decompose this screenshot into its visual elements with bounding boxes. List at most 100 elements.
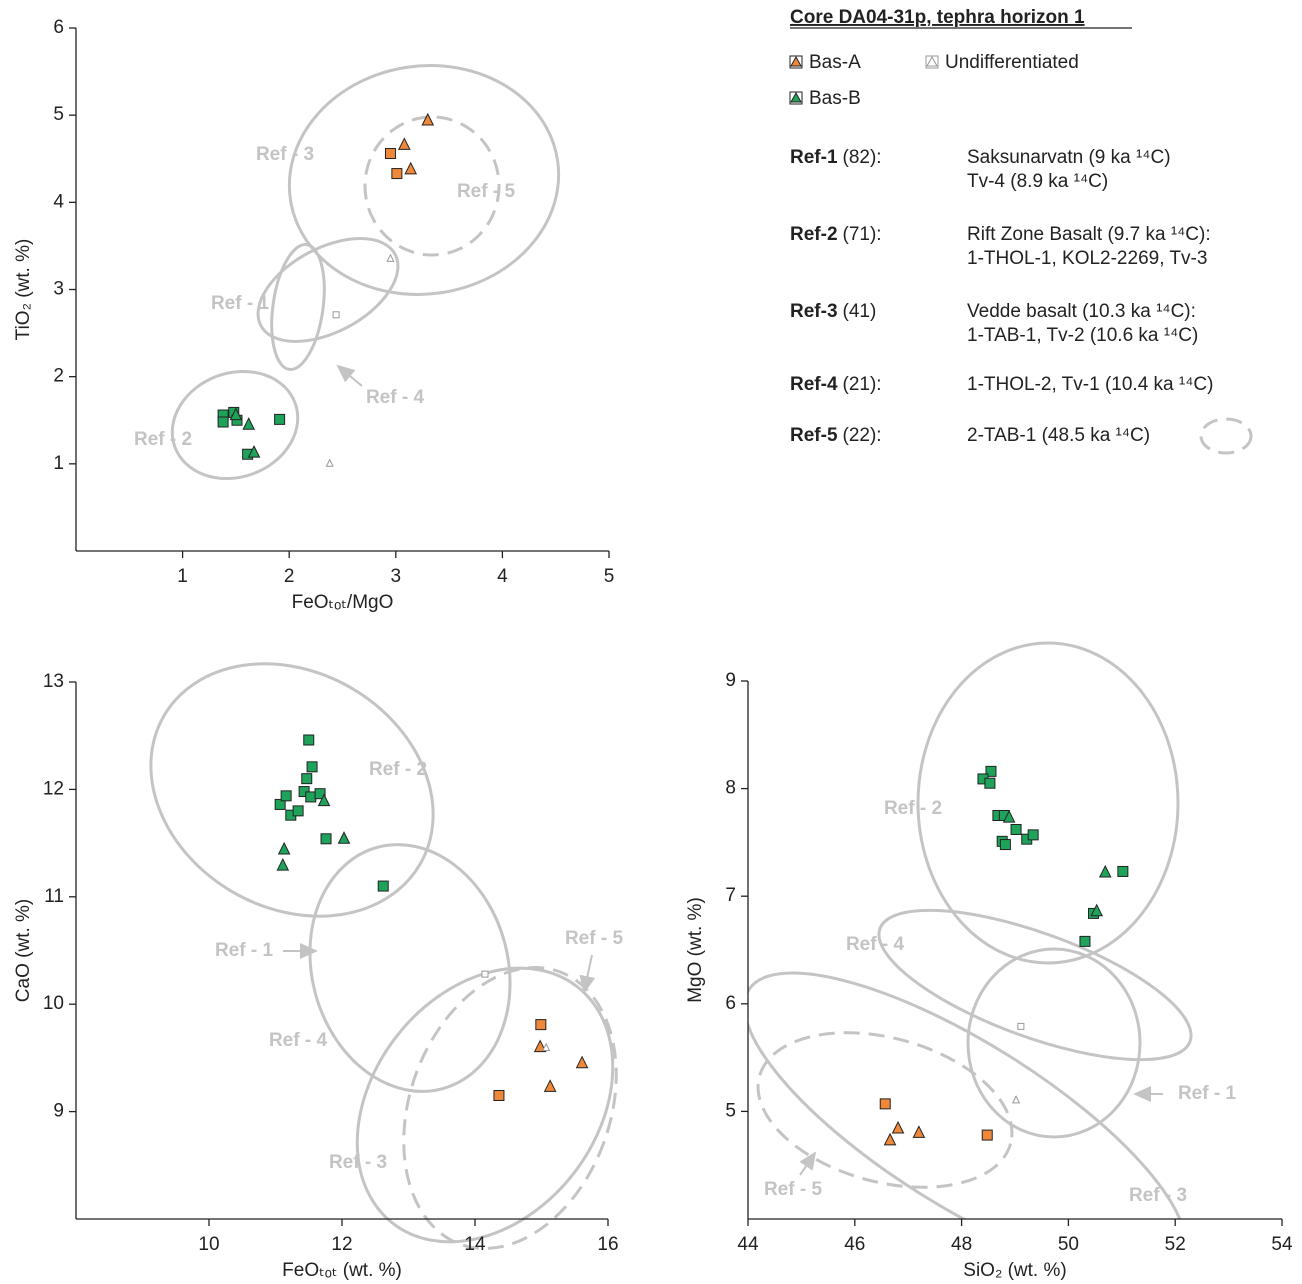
ref-label: Ref - 3: [329, 1152, 387, 1173]
x-axis-label: FeOₜₒₜ/MgO: [292, 592, 394, 613]
point-triangle: [533, 1039, 547, 1053]
ref-label: Ref - 4: [846, 934, 905, 955]
y-tick-label: 8: [725, 778, 736, 799]
ref-label: Ref - 5: [565, 928, 624, 949]
point-triangle: [229, 407, 243, 421]
ref-count: (71):: [843, 224, 882, 245]
point-triangle: [1011, 1095, 1021, 1104]
legend: Core DA04-31p, tephra horizon 1: [790, 7, 1253, 455]
y-tick-label: 5: [53, 104, 64, 125]
point-triangle: [386, 253, 395, 262]
x-tick-label: 44: [737, 1234, 759, 1255]
ref-entry: Ref-5 (22):: [790, 425, 882, 446]
ref-description: Vedde basalt (10.3 ka ¹⁴C):: [967, 301, 1196, 322]
ref-entry: Ref-3 (41): [790, 301, 876, 322]
point-square: [391, 168, 403, 180]
x-tick-label: 2: [284, 566, 295, 587]
point-triangle: [542, 1042, 551, 1051]
ref-label: Ref - 2: [884, 798, 942, 819]
y-tick-label: 4: [53, 191, 64, 212]
legend-title: Core DA04-31p, tephra horizon 1: [790, 7, 1085, 28]
point-triangle: [242, 417, 256, 430]
point-triangle: [398, 137, 411, 150]
point-square: [274, 798, 286, 810]
point-square: [984, 777, 996, 789]
point-triangle: [337, 831, 351, 844]
x-axis-label: FeOₜₒₜ (wt. %): [282, 1260, 402, 1281]
ref-label: Ref - 3: [256, 144, 314, 165]
point-triangle: [543, 1079, 557, 1092]
point-square: [274, 413, 286, 425]
x-tick-label: 10: [198, 1234, 219, 1255]
reference-fields: [149, 64, 1193, 1250]
point-triangle: [325, 458, 334, 467]
point-square: [320, 833, 332, 845]
point-square: [981, 1129, 993, 1141]
ref-description: 1-TAB-1, Tv-2 (10.6 ka ¹⁴C): [967, 325, 1198, 346]
point-triangle: [1098, 864, 1112, 878]
y-axis-label: TiO₂ (wt. %): [13, 239, 34, 341]
point-square: [292, 805, 304, 817]
y-tick-label: 12: [43, 778, 64, 799]
point-square: [314, 788, 326, 800]
x-tick-label: 52: [1165, 1234, 1186, 1255]
ref-description: 1-THOL-2, Tv-1 (10.4 ka ¹⁴C): [967, 374, 1213, 395]
legend-label: Bas-A: [809, 52, 861, 73]
y-axis-label: MgO (wt. %): [685, 897, 706, 1003]
legend-label: Bas-B: [809, 88, 861, 109]
point-square: [1010, 823, 1022, 835]
ref-name: Ref-1: [790, 147, 838, 168]
ref-count: (21):: [843, 374, 882, 395]
ref-name: Ref-5: [790, 425, 838, 446]
ref-label: Ref - 1: [215, 940, 274, 961]
point-square: [301, 773, 313, 785]
legend-marker: [926, 55, 938, 67]
y-tick-label: 1: [53, 453, 64, 474]
ref-label: Ref - 4: [366, 387, 425, 408]
point-square: [306, 761, 318, 773]
x-tick-label: 1: [177, 566, 188, 587]
point-triangle: [247, 445, 261, 458]
x-tick-label: 3: [391, 566, 402, 587]
ref-name: Ref-2: [790, 224, 838, 245]
ref-label: Ref - 2: [369, 759, 427, 780]
point-square: [1027, 829, 1039, 841]
y-tick-label: 6: [53, 17, 64, 38]
ref-entry: Ref-1 (82):: [790, 147, 882, 168]
y-tick-label: 9: [725, 670, 736, 691]
point-square: [217, 416, 229, 428]
point-triangle: [404, 161, 418, 175]
point-square: [332, 311, 340, 319]
point-triangle: [276, 857, 290, 871]
point-triangle: [317, 793, 331, 807]
point-square: [280, 790, 292, 802]
x-tick-label: 14: [464, 1234, 486, 1255]
ref-label: Ref - 3: [1129, 1185, 1187, 1206]
legend-marker: [790, 55, 802, 67]
y-tick-label: 7: [725, 885, 736, 906]
point-square: [384, 148, 396, 160]
ref-label: Ref - 5: [764, 1179, 823, 1200]
point-square: [1079, 935, 1091, 947]
x-tick-label: 12: [331, 1234, 352, 1255]
point-triangle: [912, 1125, 926, 1138]
point-square: [303, 734, 315, 746]
y-tick-label: 2: [53, 366, 64, 387]
y-tick-label: 10: [43, 993, 64, 1014]
point-square: [1017, 1022, 1025, 1030]
point-square: [535, 1019, 547, 1031]
ref-label: Ref - 4: [269, 1030, 328, 1051]
ref-label: Ref - 1: [211, 293, 270, 314]
ref-description: 1-THOL-1, KOL2-2269, Tv-3: [967, 248, 1207, 269]
ref-count: (41): [843, 301, 877, 322]
y-tick-label: 13: [43, 671, 64, 692]
legend-marker: [790, 91, 802, 103]
y-tick-label: 9: [53, 1101, 64, 1122]
y-tick-label: 6: [725, 993, 736, 1014]
point-triangle: [891, 1120, 905, 1134]
ref-name: Ref-4: [790, 374, 838, 395]
point-square: [999, 839, 1011, 851]
point-square: [493, 1089, 505, 1101]
x-tick-label: 46: [844, 1234, 865, 1255]
